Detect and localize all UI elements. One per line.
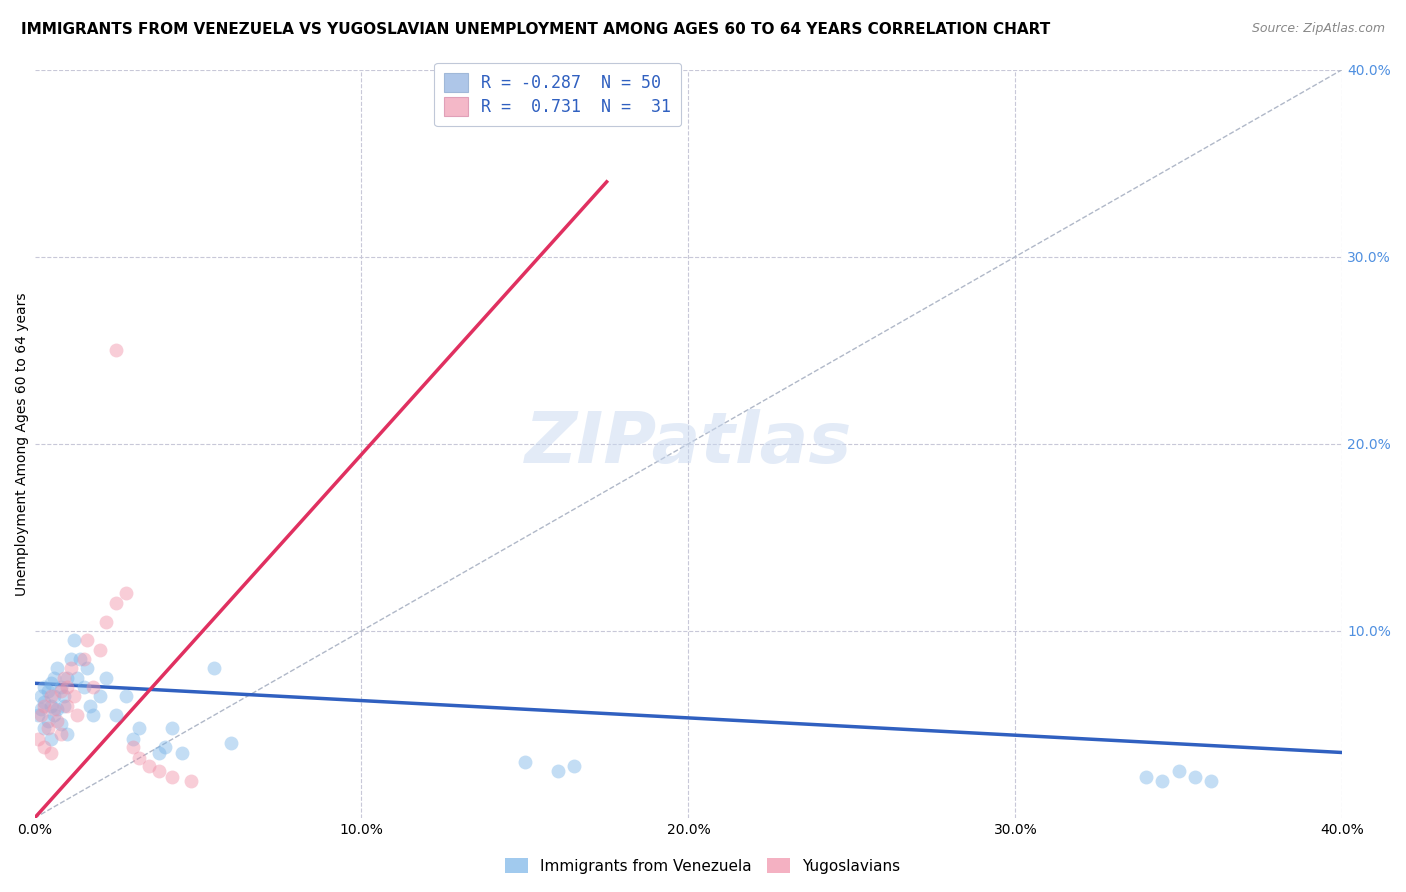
Point [160,770,183,784]
Point [89,642,111,657]
Point [49,727,72,741]
Point [128,721,150,735]
Point [170,746,193,760]
Point [96,671,118,685]
Point [53,671,76,685]
Point [115,690,138,704]
Point [138,758,160,772]
Point [27,708,49,723]
Point [37,683,59,698]
Point [121,739,143,754]
Point [66,708,89,723]
Point [79,698,101,713]
Point [34,739,56,754]
Point [37,714,59,728]
Point [39,690,62,704]
Point [148,746,170,760]
Point [46,661,69,675]
Point [39,676,62,690]
Point [30,702,52,716]
Point [56,727,79,741]
Point [1184,770,1206,784]
Point [96,615,118,629]
Point [34,721,56,735]
Point [1167,764,1189,779]
Point [89,690,111,704]
Point [56,680,79,694]
Legend: Immigrants from Venezuela, Yugoslavians: Immigrants from Venezuela, Yugoslavians [499,852,907,880]
Point [53,690,76,704]
Point [27,732,49,747]
Point [562,758,585,772]
Point [44,708,66,723]
Point [49,683,72,698]
Text: Source: ZipAtlas.com: Source: ZipAtlas.com [1251,22,1385,36]
Point [34,698,56,713]
Point [105,343,128,358]
Point [30,690,52,704]
Legend: R = -0.287  N = 50, R =  0.731  N =  31: R = -0.287 N = 50, R = 0.731 N = 31 [434,63,681,127]
Point [160,721,183,735]
Point [59,652,82,666]
Point [46,714,69,728]
Text: ZIPatlas: ZIPatlas [524,409,852,478]
Point [53,698,76,713]
Point [34,695,56,709]
Point [219,736,242,750]
Point [49,680,72,694]
Y-axis label: Unemployment Among Ages 60 to 64 years: Unemployment Among Ages 60 to 64 years [15,292,30,596]
Point [513,755,536,769]
Point [72,652,94,666]
Point [30,708,52,723]
Point [1152,773,1174,788]
Point [128,751,150,765]
Point [62,690,84,704]
Point [105,596,128,610]
Point [49,717,72,731]
Point [1201,773,1223,788]
Point [82,708,104,723]
Point [148,764,170,779]
Point [76,633,98,648]
Point [44,671,66,685]
Point [59,661,82,675]
Point [56,698,79,713]
Point [44,690,66,704]
Point [155,739,177,754]
Point [180,773,202,788]
Point [202,661,225,675]
Point [39,746,62,760]
Point [39,698,62,713]
Point [34,680,56,694]
Point [82,680,104,694]
Point [121,732,143,747]
Point [44,702,66,716]
Point [56,671,79,685]
Text: IMMIGRANTS FROM VENEZUELA VS YUGOSLAVIAN UNEMPLOYMENT AMONG AGES 60 TO 64 YEARS : IMMIGRANTS FROM VENEZUELA VS YUGOSLAVIAN… [21,22,1050,37]
Point [72,680,94,694]
Point [115,586,138,600]
Point [66,671,89,685]
Point [37,721,59,735]
Point [69,652,91,666]
Point [46,702,69,716]
Point [62,633,84,648]
Point [39,732,62,747]
Point [105,708,128,723]
Point [1135,770,1157,784]
Point [76,661,98,675]
Point [547,764,569,779]
